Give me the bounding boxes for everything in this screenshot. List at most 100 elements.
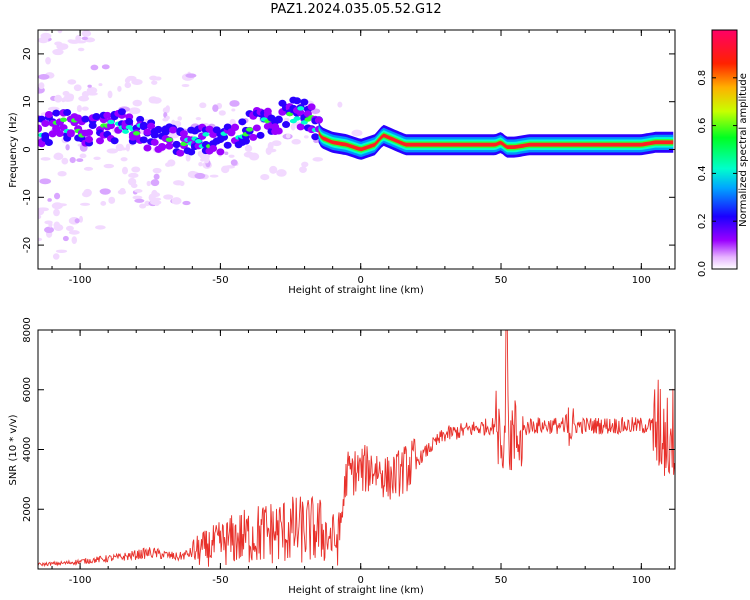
spectrogram-noise-blob	[38, 207, 49, 212]
spectrogram-noise-blob	[301, 161, 309, 168]
spectrogram-noise-blob	[61, 157, 69, 165]
spectrogram-noise-blob	[107, 90, 113, 99]
spectrogram-marks	[38, 22, 674, 260]
spectrogram-noise-blob	[52, 253, 60, 260]
spectrogram-noise-blob	[117, 85, 122, 92]
spectrogram-noise-blob	[83, 166, 94, 171]
spectrogram-noise-blob	[57, 30, 63, 34]
spectrogram-noise-blob	[94, 23, 101, 27]
spectrogram-blob	[158, 143, 167, 151]
spectrogram-noise-blob	[48, 221, 53, 228]
spectrogram-noise-blob	[108, 196, 116, 204]
snr-axes: -100 -50 0 50 100 2000 4000 6000 8000	[22, 317, 675, 586]
spectrogram-noise-blob	[76, 104, 82, 113]
spectrogram-noise-blob	[78, 95, 90, 102]
spectrogram-noise-blob	[40, 157, 51, 161]
spectrogram-noise-blob	[337, 101, 343, 108]
spectrogram-noise-blob	[101, 64, 110, 70]
spectrogram-noise-blob	[179, 180, 185, 187]
spectrogram-noise-blob	[199, 102, 207, 109]
spectrogram-blob	[139, 136, 148, 144]
spectrogram-blob	[85, 129, 94, 137]
spectrogram-blob	[165, 142, 174, 150]
spectrogram-blob	[238, 118, 247, 126]
spectrogram-noise-blob	[52, 48, 64, 56]
spectrogram-noise-blob	[98, 83, 103, 87]
spectrogram-noise-blob	[67, 79, 77, 85]
spectrogram-blob	[176, 149, 185, 157]
spectrogram-noise-blob	[43, 226, 55, 233]
spectrogram-noise-blob	[67, 39, 74, 43]
spectrogram-noise-blob	[212, 104, 219, 112]
spectrogram-noise-blob	[79, 153, 87, 159]
spectrogram-noise-blob	[276, 169, 287, 177]
spectrogram-noise-blob	[182, 200, 191, 206]
spectrogram-x-label: Height of straight line (km)	[288, 285, 424, 296]
colorbar-tick-label: 0.2	[697, 213, 708, 229]
spectrogram-blob	[252, 124, 261, 132]
spectrogram-noise-blob	[228, 154, 235, 158]
spectrogram-blob	[143, 144, 152, 152]
spectrogram-noise-blob	[54, 41, 63, 46]
spectrogram-blob	[143, 128, 152, 136]
spectrogram-noise-blob	[231, 108, 236, 112]
spectrogram-noise-blob	[81, 106, 89, 111]
spectrogram-noise-blob	[79, 202, 91, 206]
spectrogram-noise-blob	[73, 84, 82, 92]
spectrogram-blob	[88, 121, 97, 129]
spectrogram-blob	[44, 138, 53, 146]
spectrogram-noise-blob	[100, 201, 107, 206]
colorbar-tick-label: 0.0	[697, 261, 708, 277]
spectrogram-noise-blob	[99, 188, 111, 195]
spectrogram-noise-blob	[93, 22, 102, 27]
spectrogram-blob	[117, 108, 126, 116]
spectrogram-noise-blob	[203, 155, 210, 164]
spectrogram-noise-blob	[62, 235, 69, 242]
spectrogram-noise-blob	[128, 107, 141, 115]
spectrogram-core	[132, 131, 140, 136]
spectrogram-noise-blob	[119, 187, 126, 193]
spectrogram-blob	[223, 141, 232, 149]
spectrogram-noise-blob	[125, 143, 131, 152]
snr-y-label: SNR (10 * v/v)	[8, 414, 19, 485]
spectrogram-x-tick-label: 0	[358, 275, 364, 286]
spectrogram-noise-blob	[167, 159, 176, 167]
spectrogram-noise-blob	[83, 188, 92, 197]
spectrogram-noise-blob	[260, 173, 270, 181]
spectrogram-blob	[103, 111, 112, 119]
spectrogram-noise-blob	[86, 87, 98, 94]
spectrogram-blob	[150, 138, 159, 146]
colorbar-gradient	[711, 29, 738, 270]
spectrogram-noise-blob	[38, 214, 42, 220]
spectrogram-core	[60, 117, 68, 122]
spectrogram-noise-blob	[291, 138, 301, 145]
spectrogram-core	[297, 106, 305, 111]
snr-marks	[38, 330, 675, 568]
spectrogram-blob	[314, 116, 323, 124]
spectrogram-x-tick-label: 50	[495, 275, 508, 286]
spectrogram-blob	[44, 110, 53, 118]
spectrogram-noise-blob	[177, 116, 183, 121]
spectrogram-noise-blob	[77, 47, 85, 52]
spectrogram-noise-blob	[312, 157, 324, 162]
spectrogram-noise-blob	[53, 208, 60, 217]
spectrogram-noise-blob	[78, 215, 83, 223]
spectrogram-noise-blob	[47, 198, 52, 202]
spectrogram-band-4	[318, 130, 674, 152]
spectrogram-noise-blob	[303, 135, 309, 139]
colorbar-tick-label: 0.4	[697, 165, 708, 181]
spectrogram-blob	[256, 131, 265, 139]
spectrogram-blob	[263, 107, 272, 115]
spectrogram-blob	[150, 131, 159, 139]
spectrogram-blob	[274, 115, 283, 123]
spectrogram-noise-blob	[65, 225, 74, 232]
spectrogram-core	[293, 116, 301, 121]
spectrogram-noise-blob	[243, 151, 255, 158]
spectrogram-noise-blob	[185, 154, 191, 162]
spectrogram-blob	[92, 113, 101, 121]
spectrogram-blob	[52, 124, 61, 132]
spectrogram-blob	[220, 133, 229, 141]
snr-x-tick-label: 0	[358, 575, 364, 586]
spectrogram-blob	[230, 124, 239, 132]
